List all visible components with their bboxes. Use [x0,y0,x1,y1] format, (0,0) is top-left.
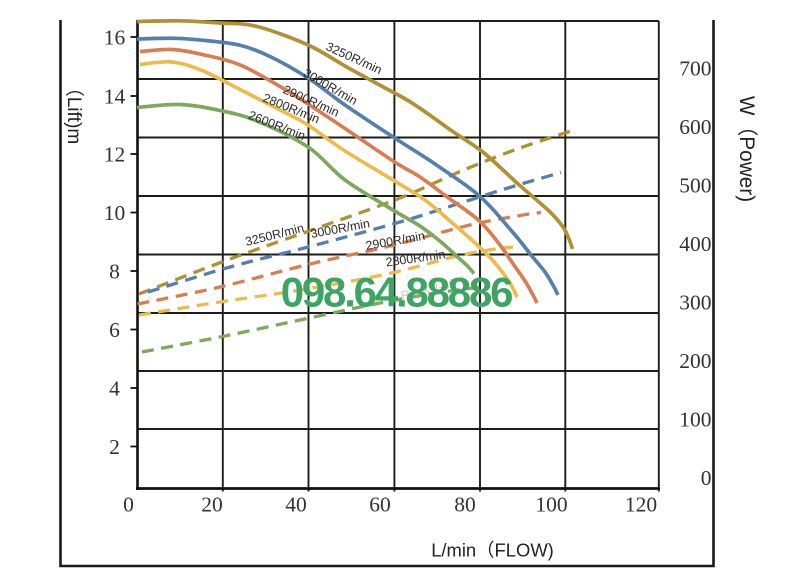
svg-text:600: 600 [679,115,711,139]
svg-text:14: 14 [104,84,126,108]
svg-text:200: 200 [679,349,711,373]
svg-text:80: 80 [454,492,476,516]
svg-text:W（Power): W（Power) [735,96,758,202]
svg-text:60: 60 [369,492,391,516]
svg-text:700: 700 [679,56,711,80]
svg-text:2: 2 [109,435,120,459]
svg-text:12: 12 [104,142,126,166]
svg-text:20: 20 [201,492,223,516]
svg-text:100: 100 [535,492,567,516]
svg-text:0: 0 [123,492,134,516]
svg-text:（Lift)m: （Lift)m [63,78,85,145]
svg-text:10: 10 [104,201,126,225]
svg-text:6: 6 [109,318,120,342]
svg-text:40: 40 [285,492,307,516]
svg-text:098.64.88886: 098.64.88886 [281,269,512,316]
svg-text:500: 500 [679,173,711,197]
svg-text:400: 400 [679,232,711,256]
svg-text:0: 0 [701,466,712,490]
svg-text:L/min（FLOW): L/min（FLOW) [431,540,554,561]
svg-text:4: 4 [109,376,120,400]
svg-text:100: 100 [679,407,711,431]
svg-text:120: 120 [625,492,657,516]
svg-text:300: 300 [679,290,711,314]
svg-text:8: 8 [109,259,120,283]
svg-text:16: 16 [104,25,126,49]
